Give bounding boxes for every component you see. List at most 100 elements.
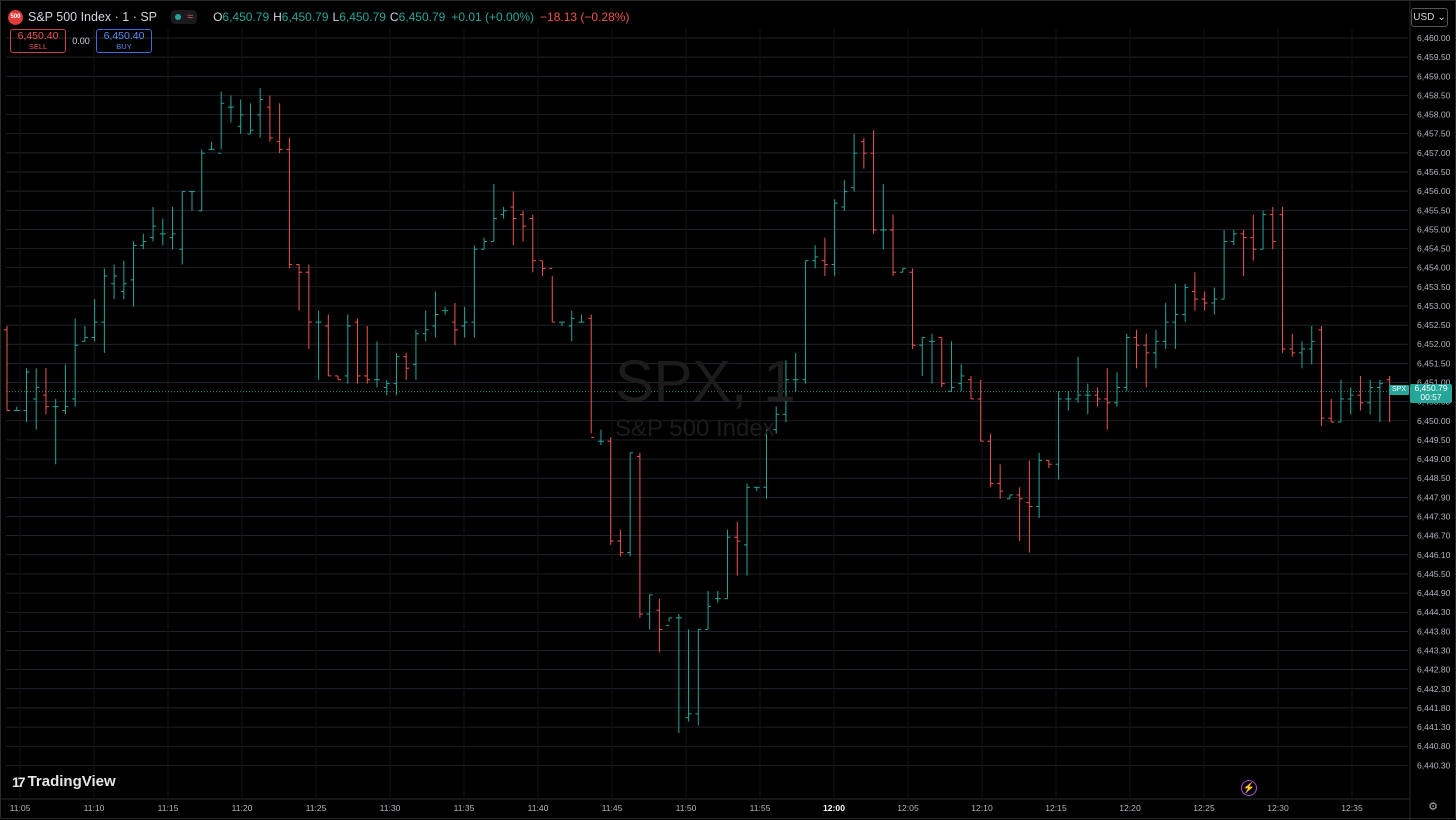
tradingview-logo-icon: 17 xyxy=(12,773,26,790)
y-tick-label: 6,457.00 xyxy=(1417,148,1451,158)
ohlc-bar xyxy=(724,529,731,600)
ohlc-bar xyxy=(734,521,741,576)
ohlc-bar xyxy=(208,141,215,150)
market-open-dot-icon xyxy=(175,14,182,20)
y-tick-label: 6,451.50 xyxy=(1417,358,1451,368)
high-value: 6,450.79 xyxy=(281,10,329,24)
currency-select[interactable]: USD ⌄ xyxy=(1411,8,1448,27)
ohlc-bar xyxy=(938,337,945,388)
y-tick-label: 6,441.30 xyxy=(1417,722,1451,732)
ohlc-bar xyxy=(909,268,916,350)
price-tag-symbol: SPX xyxy=(1389,385,1409,395)
ohlc-bar xyxy=(442,306,449,315)
ohlc-bar xyxy=(1084,383,1091,415)
ohlc-bar xyxy=(120,260,127,300)
buy-label: BUY xyxy=(116,42,132,51)
ohlc-bar xyxy=(1289,333,1296,357)
ohlc-bar xyxy=(150,206,157,242)
ohlc-bar xyxy=(890,214,897,277)
ohlc-bar xyxy=(111,264,118,300)
ohlc-bar xyxy=(159,218,166,246)
sell-button[interactable]: 6,450.40 SELL xyxy=(10,29,66,53)
x-tick-label: 11:10 xyxy=(84,803,105,813)
buy-button[interactable]: 6,450.40 BUY xyxy=(96,29,152,53)
ohlc-bar xyxy=(62,364,69,415)
ohlc-bar xyxy=(588,314,595,438)
day-change: −18.13 (−0.28%) xyxy=(540,10,630,24)
ohlc-bar xyxy=(23,368,30,422)
ohlc-bar xyxy=(1104,368,1111,430)
close-value: 6,450.79 xyxy=(398,10,446,24)
ohlc-bar xyxy=(1026,460,1033,553)
symbol-title[interactable]: S&P 500 Index · 1 · SP xyxy=(28,10,158,24)
ohlc-bar xyxy=(549,267,556,323)
y-tick-label: 6,446.70 xyxy=(1417,531,1451,541)
ohlc-bar xyxy=(1036,452,1043,518)
x-tick-label: 12:05 xyxy=(897,803,919,813)
ohlc-bar xyxy=(773,406,780,434)
x-tick-label: 11:20 xyxy=(232,803,253,813)
ohlc-bar xyxy=(559,321,565,326)
ohlc-bar xyxy=(880,183,887,250)
ohlc-bar xyxy=(1006,494,1013,500)
ohlc-bar xyxy=(1230,230,1237,246)
y-tick-label: 6,458.50 xyxy=(1417,90,1451,100)
ohlc-bar xyxy=(753,486,760,492)
ohlc-bar xyxy=(802,260,809,384)
ohlc-bar xyxy=(1172,283,1179,350)
bar-countdown: 00:57 xyxy=(1420,392,1442,402)
ohlc-bar xyxy=(851,134,858,192)
ohlc-bar xyxy=(325,314,332,377)
y-tick-label: 6,458.00 xyxy=(1417,110,1451,120)
ohlc-bar xyxy=(432,291,439,338)
x-tick-label: 11:50 xyxy=(676,803,697,813)
ohlc-bar xyxy=(1269,206,1276,250)
ohlc-bar xyxy=(1065,391,1072,411)
ohlc-bar xyxy=(1114,372,1120,407)
bolt-icon[interactable]: ⚡ xyxy=(1241,780,1257,796)
ohlc-bar xyxy=(1347,387,1354,415)
x-tick-label: 12:30 xyxy=(1267,803,1289,813)
ohlc-bar xyxy=(529,214,536,273)
ohlc-bar xyxy=(227,95,234,123)
ohlc-bar xyxy=(1016,487,1023,542)
ohlc-bar xyxy=(714,590,721,603)
y-tick-label: 6,449.50 xyxy=(1417,435,1451,445)
ohlc-bar xyxy=(685,629,692,722)
ohlc-bar xyxy=(617,529,624,557)
x-tick-label: 11:05 xyxy=(10,803,31,813)
market-status-pill[interactable]: ≈ xyxy=(171,10,198,24)
ohlc-bar xyxy=(1260,210,1267,250)
ohlc-bar xyxy=(286,137,293,269)
ohlc-bar xyxy=(1123,333,1130,392)
sell-price: 6,450.40 xyxy=(17,30,59,42)
low-value: 6,450.79 xyxy=(339,10,386,24)
ohlc-bar xyxy=(831,199,838,277)
y-tick-label: 6,452.00 xyxy=(1417,339,1451,349)
ohlc-bar xyxy=(782,360,789,422)
ohlc-bar xyxy=(967,375,974,400)
ohlc-bar xyxy=(1279,206,1286,353)
ohlc-bar xyxy=(1182,283,1189,323)
ohlc-bar xyxy=(744,483,750,576)
gear-icon[interactable]: ⚙ xyxy=(1428,801,1438,813)
ohlc-bar xyxy=(1308,326,1315,365)
open-value: 6,450.79 xyxy=(222,10,270,24)
last-price-value: 6,450.79 xyxy=(1414,383,1448,393)
x-tick-label: 12:15 xyxy=(1045,803,1067,813)
y-tick-label: 6,454.50 xyxy=(1417,244,1451,254)
ohlc-bar xyxy=(33,368,40,430)
x-tick-label: 11:40 xyxy=(528,803,549,813)
buy-price: 6,450.40 xyxy=(103,30,145,42)
ohlc-bar xyxy=(1133,329,1140,369)
x-tick-label: 11:35 xyxy=(454,803,475,813)
ohlc-bar xyxy=(821,237,828,277)
ohlc-bar xyxy=(675,614,682,734)
y-tick-label: 6,444.90 xyxy=(1417,588,1451,598)
ohlc-bar xyxy=(315,310,322,380)
ohlc-bar xyxy=(1094,387,1101,407)
ohlc-bar xyxy=(977,379,984,442)
tradingview-logo[interactable]: 17 TradingView xyxy=(12,773,116,790)
